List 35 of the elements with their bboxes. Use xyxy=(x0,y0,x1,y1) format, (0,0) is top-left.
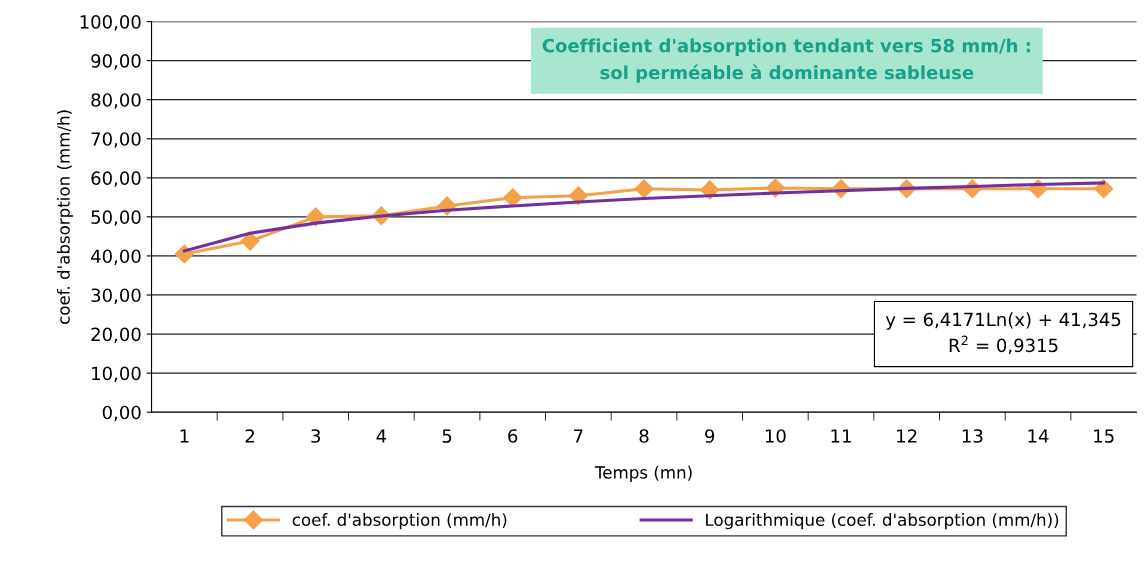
x-tick-label: 8 xyxy=(639,429,649,443)
y-tick-label: 80,00 xyxy=(91,93,141,109)
x-tick-label: 12 xyxy=(897,429,917,443)
x-tick-label: 7 xyxy=(574,429,583,443)
y-tick-label: 90,00 xyxy=(91,54,141,70)
x-tick-label: 6 xyxy=(508,429,518,443)
x-tick-label: 3 xyxy=(311,429,320,443)
x-tick-label: 1 xyxy=(180,429,189,443)
x-tick-label: 15 xyxy=(1094,429,1114,443)
y-tick-label: 100,00 xyxy=(80,15,141,31)
point xyxy=(503,188,523,208)
x-axis-title: Temps (mn) xyxy=(594,465,692,482)
text: Coefficient d'absorption tendant vers 58 mm/h : sol perméable à dominante sableuse xyxy=(542,38,1030,83)
x-tick-label: 5 xyxy=(442,429,452,443)
x-tick-label: 2 xyxy=(245,429,254,443)
x-tick-label: 4 xyxy=(376,429,387,443)
y-axis-title: coef. d'absorption (mm/h) xyxy=(56,110,74,324)
legend-label: coef. d'absorption (mm/h) xyxy=(292,513,507,530)
y-tick-label: 70,00 xyxy=(91,132,141,148)
legend-label: Logarithmique (coef. d'absorption (mm/h)) xyxy=(706,513,1059,530)
point xyxy=(634,179,654,199)
x-tick-label: 9 xyxy=(705,429,715,443)
y-tick-label: 30,00 xyxy=(91,288,141,304)
y-tick-label: 60,00 xyxy=(91,171,141,187)
y-tick-label: 10,00 xyxy=(92,366,141,383)
y-tick-label: 40,00 xyxy=(91,249,141,265)
point xyxy=(1094,179,1114,199)
x-tick-label: 13 xyxy=(962,429,983,443)
x-tick-label: 10 xyxy=(765,429,786,443)
y-tick-label: 20,00 xyxy=(91,327,141,344)
x-tick-label: 14 xyxy=(1028,429,1049,443)
annotation: y = 6,4171Ln(x) + 41,345 R$^{2}$ = 0,9315 xyxy=(885,312,1121,355)
y-tick-label: 0,00 xyxy=(102,405,141,422)
x-tick-label: 11 xyxy=(831,429,851,443)
y-tick-label: 50,00 xyxy=(91,210,141,226)
